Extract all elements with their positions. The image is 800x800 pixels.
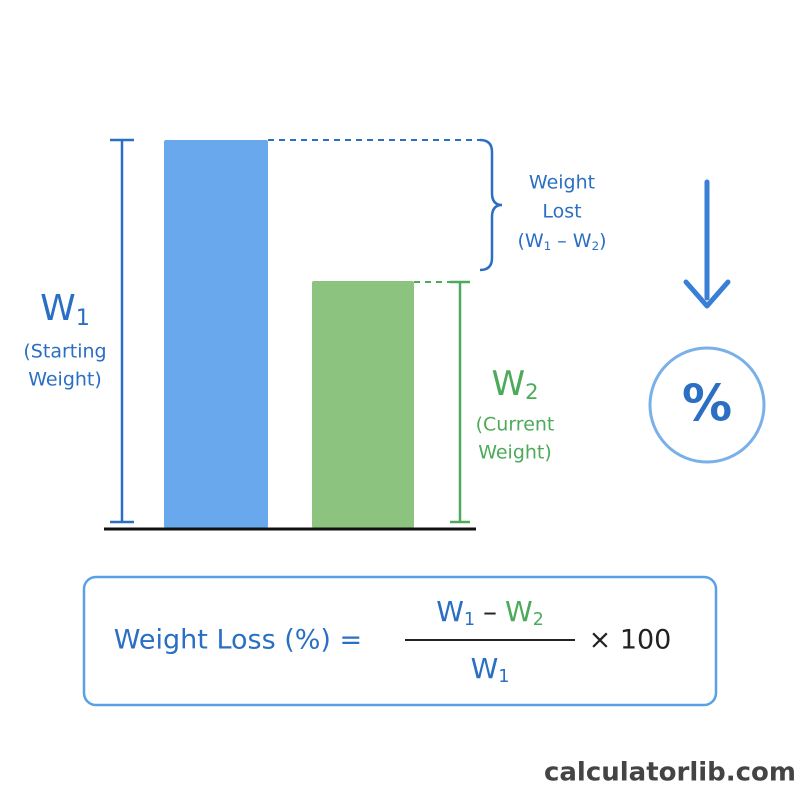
starting-label: Weight) [28,369,102,391]
starting-bracket [110,138,134,524]
current-bracket [450,280,470,524]
formula-lhs: Weight Loss (%) = [114,625,362,656]
weight-lost-label: Weight [529,172,595,194]
starting-bar [164,140,268,528]
current-label: Weight) [478,442,552,464]
percent-icon: % [682,375,732,433]
down-arrow [683,179,731,309]
formula-numerator: W1– W2 [436,595,543,630]
formula-denominator: W1 [471,652,510,687]
weight-lost-label: Lost [542,201,581,223]
starting-symbol: W1 [40,288,90,331]
starting-label: (Starting [23,341,106,363]
footer: calculatorlib.com [544,758,796,788]
current-symbol: W2 [491,364,538,405]
current-bar [312,281,414,528]
curly-brace [479,138,503,272]
formula-box [82,575,718,707]
current-label: (Current [476,414,555,436]
weight-lost-expression: (W1 – W2) [518,230,607,253]
formula-multiplier: × 100 [589,625,672,656]
percent-circle [648,346,766,464]
